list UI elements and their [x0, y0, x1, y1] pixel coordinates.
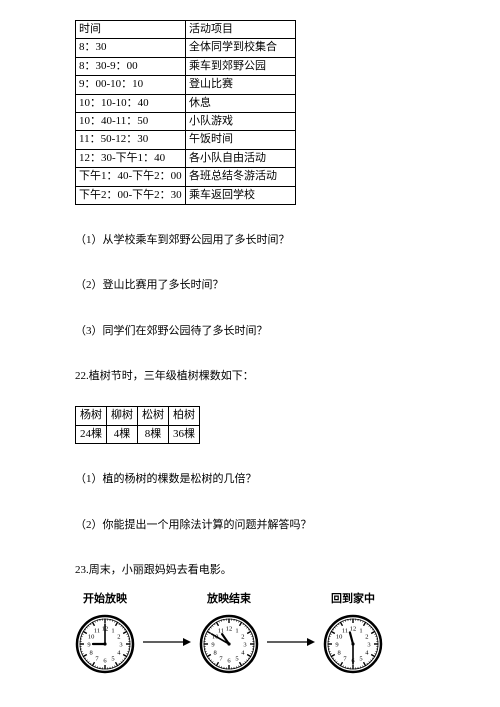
question-b1: （1）植的杨树的棵数是松树的几倍？	[75, 472, 430, 487]
section-22-header: 22.植树节时，三年级植树棵数如下：	[75, 369, 430, 384]
svg-text:7: 7	[219, 655, 223, 662]
clock-icon-2: 123456789101112	[199, 614, 259, 674]
schedule-cell: 全体同学到校集合	[186, 39, 296, 57]
question-b2: （2）你能提出一个用除法计算的问题并解答吗？	[75, 518, 430, 533]
svg-text:7: 7	[95, 655, 99, 662]
schedule-cell: 12：30-下午1：40	[76, 149, 186, 167]
schedule-cell: 10：10-10：40	[76, 94, 186, 112]
schedule-cell: 小队游戏	[186, 112, 296, 130]
question-a1: （1）从学校乘车到郊野公园用了多长时间？	[75, 233, 430, 248]
svg-text:5: 5	[111, 655, 114, 662]
svg-text:6: 6	[103, 657, 107, 664]
schedule-header-cell: 活动项目	[186, 21, 296, 39]
svg-text:3: 3	[243, 641, 246, 648]
clock-group-2: 放映结束 123456789101112	[199, 592, 259, 673]
tree-value-cell: 36棵	[169, 425, 200, 443]
svg-text:5: 5	[359, 655, 362, 662]
svg-text:8: 8	[214, 649, 217, 656]
svg-text:5: 5	[235, 655, 238, 662]
tree-header-cell: 柏树	[169, 407, 200, 425]
svg-text:3: 3	[119, 641, 122, 648]
schedule-cell: 各小队自由活动	[186, 149, 296, 167]
svg-text:9: 9	[87, 641, 90, 648]
svg-text:9: 9	[335, 641, 338, 648]
svg-text:2: 2	[241, 633, 244, 640]
schedule-cell: 午饭时间	[186, 131, 296, 149]
clock-label-3: 回到家中	[323, 592, 383, 607]
clock-group-1: 开始放映 123456789101112	[75, 592, 135, 673]
clock-icon-3: 123456789101112	[323, 614, 383, 674]
schedule-cell: 8：30-9：00	[76, 57, 186, 75]
tree-header-cell: 杨树	[76, 407, 107, 425]
arrow-icon	[143, 636, 191, 648]
svg-text:11: 11	[342, 627, 348, 634]
svg-text:7: 7	[343, 655, 347, 662]
svg-text:3: 3	[367, 641, 370, 648]
clock-group-3: 回到家中 123456789101112	[323, 592, 383, 673]
schedule-cell: 8：30	[76, 39, 186, 57]
svg-text:4: 4	[365, 649, 369, 656]
svg-text:4: 4	[241, 649, 245, 656]
tree-header-cell: 松树	[138, 407, 169, 425]
schedule-cell: 各班总结冬游活动	[186, 168, 296, 186]
svg-text:12: 12	[226, 625, 233, 632]
svg-text:1: 1	[111, 627, 114, 634]
svg-text:8: 8	[338, 649, 341, 656]
section-23-header: 23.周末，小丽跟妈妈去看电影。	[75, 563, 430, 578]
svg-text:11: 11	[94, 627, 100, 634]
tree-table: 杨树柳树松树柏树 24棵4棵8棵36棵	[75, 406, 200, 444]
schedule-cell: 10：40-11：50	[76, 112, 186, 130]
clock-row: 开始放映 123456789101112 放映结束 12345678910111…	[75, 592, 430, 673]
svg-text:2: 2	[117, 633, 120, 640]
schedule-cell: 登山比赛	[186, 76, 296, 94]
question-a2: （2）登山比赛用了多长时间？	[75, 278, 430, 293]
svg-text:12: 12	[350, 625, 357, 632]
svg-text:9: 9	[211, 641, 214, 648]
schedule-cell: 乘车返回学校	[186, 186, 296, 204]
svg-text:1: 1	[359, 627, 362, 634]
svg-text:6: 6	[227, 657, 231, 664]
question-a3: （3）同学们在郊野公园待了多长时间？	[75, 324, 430, 339]
schedule-cell: 11：50-12：30	[76, 131, 186, 149]
clock-label-1: 开始放映	[75, 592, 135, 607]
clock-label-2: 放映结束	[199, 592, 259, 607]
schedule-table: 时间活动项目8：30全体同学到校集合8：30-9：00乘车到郊野公园9：00-1…	[75, 20, 296, 205]
clock-icon-1: 123456789101112	[75, 614, 135, 674]
tree-value-cell: 4棵	[107, 425, 138, 443]
svg-text:4: 4	[117, 649, 121, 656]
schedule-cell: 9：00-10：10	[76, 76, 186, 94]
tree-value-cell: 8棵	[138, 425, 169, 443]
svg-text:8: 8	[90, 649, 93, 656]
schedule-cell: 乘车到郊野公园	[186, 57, 296, 75]
svg-text:2: 2	[365, 633, 368, 640]
schedule-cell: 休息	[186, 94, 296, 112]
svg-text:11: 11	[218, 627, 224, 634]
schedule-cell: 下午1：40-下午2：00	[76, 168, 186, 186]
schedule-cell: 下午2：00-下午2：30	[76, 186, 186, 204]
tree-value-cell: 24棵	[76, 425, 107, 443]
arrow-icon	[267, 636, 315, 648]
tree-header-cell: 柳树	[107, 407, 138, 425]
schedule-header-cell: 时间	[76, 21, 186, 39]
svg-text:1: 1	[235, 627, 238, 634]
